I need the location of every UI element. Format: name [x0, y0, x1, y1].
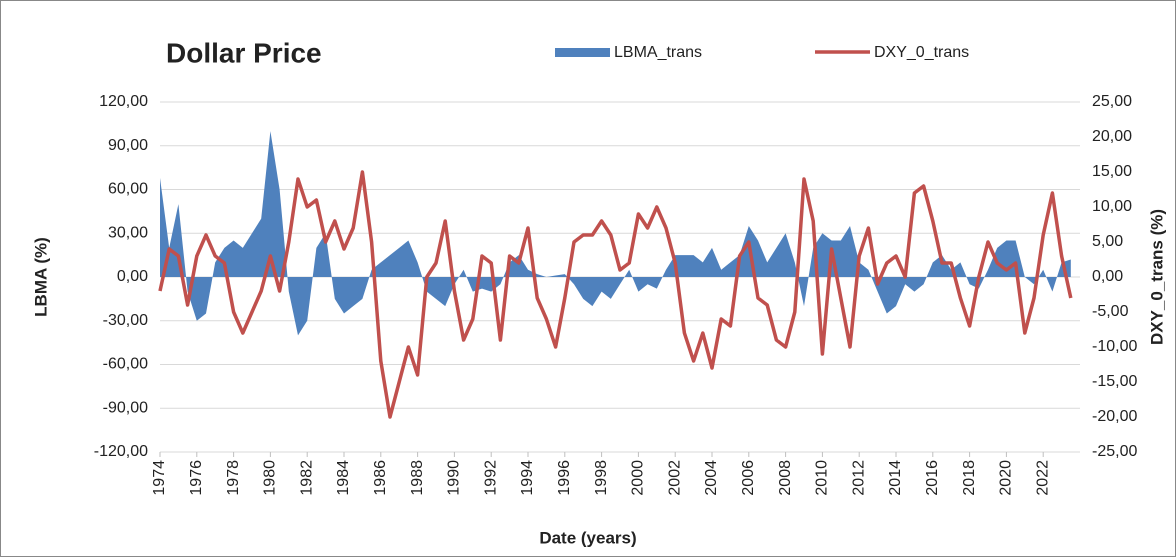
y-tick-label: 0,00 — [117, 268, 148, 285]
y-tick-label: 30,00 — [108, 224, 148, 241]
x-tick-label: 2018 — [961, 460, 978, 496]
x-tick-label: 1988 — [409, 460, 426, 496]
y2-tick-label: 10,00 — [1092, 198, 1132, 215]
x-tick-label: 1990 — [446, 460, 463, 496]
x-tick-label: 2020 — [998, 460, 1015, 496]
y-tick-label: 60,00 — [108, 181, 148, 198]
y-tick-label: 90,00 — [108, 137, 148, 154]
x-tick-label: 1980 — [262, 460, 279, 496]
x-tick-label: 1986 — [372, 460, 389, 496]
chart-title: Dollar Price — [166, 37, 322, 68]
x-tick-label: 1982 — [298, 460, 315, 496]
y-tick-label: -60,00 — [103, 356, 148, 373]
x-tick-label: 1976 — [188, 460, 205, 496]
x-tick-label: 2008 — [777, 460, 794, 496]
x-tick-label: 2004 — [703, 460, 720, 496]
y2-tick-label: 0,00 — [1092, 268, 1123, 285]
y2-tick-label: -5,00 — [1092, 303, 1129, 320]
x-tick-label: 1998 — [593, 460, 610, 496]
x-tick-label: 2022 — [1034, 460, 1051, 496]
y2-tick-label: -20,00 — [1092, 408, 1137, 425]
x-tick-label: 1978 — [225, 460, 242, 496]
y-tick-label: 120,00 — [99, 93, 148, 110]
x-tick-label: 2010 — [814, 460, 831, 496]
y-tick-label: -120,00 — [94, 443, 148, 460]
line — [158, 170, 1073, 419]
x-tick-label: 1984 — [335, 460, 352, 496]
y2-tick-label: -10,00 — [1092, 338, 1137, 355]
y2-tick-label: 15,00 — [1092, 163, 1132, 180]
x-tick-label: 2012 — [850, 460, 867, 496]
y2-tick-label: -25,00 — [1092, 443, 1137, 460]
x-tick-label: 2002 — [666, 460, 683, 496]
y2-tick-label: -15,00 — [1092, 373, 1137, 390]
x-tick-label: 2016 — [924, 460, 941, 496]
x-tick-label: 1974 — [151, 460, 168, 496]
x-tick-label: 2006 — [740, 460, 757, 496]
y2-tick-label: 20,00 — [1092, 128, 1132, 145]
x-tick-label: 1996 — [556, 460, 573, 496]
y-tick-label: -30,00 — [103, 312, 148, 329]
y2-axis-title: DXY_0_trans (%) — [1147, 209, 1166, 345]
x-tick-label: 1992 — [482, 460, 499, 496]
y2-tick-label: 25,00 — [1092, 93, 1132, 110]
x-tick-label: 1994 — [519, 460, 536, 496]
y2-tick-label: 5,00 — [1092, 233, 1123, 250]
y-tick-label: -90,00 — [103, 399, 148, 416]
legend-label: DXY_0_trans — [874, 44, 969, 61]
legend-swatch — [555, 48, 610, 57]
legend-label: LBMA_trans — [614, 44, 702, 61]
x-tick-label: 2000 — [630, 460, 647, 496]
x-axis-title: Date (years) — [539, 528, 636, 547]
y-axis-title: LBMA (%) — [31, 237, 50, 317]
x-tick-label: 2014 — [887, 460, 904, 496]
